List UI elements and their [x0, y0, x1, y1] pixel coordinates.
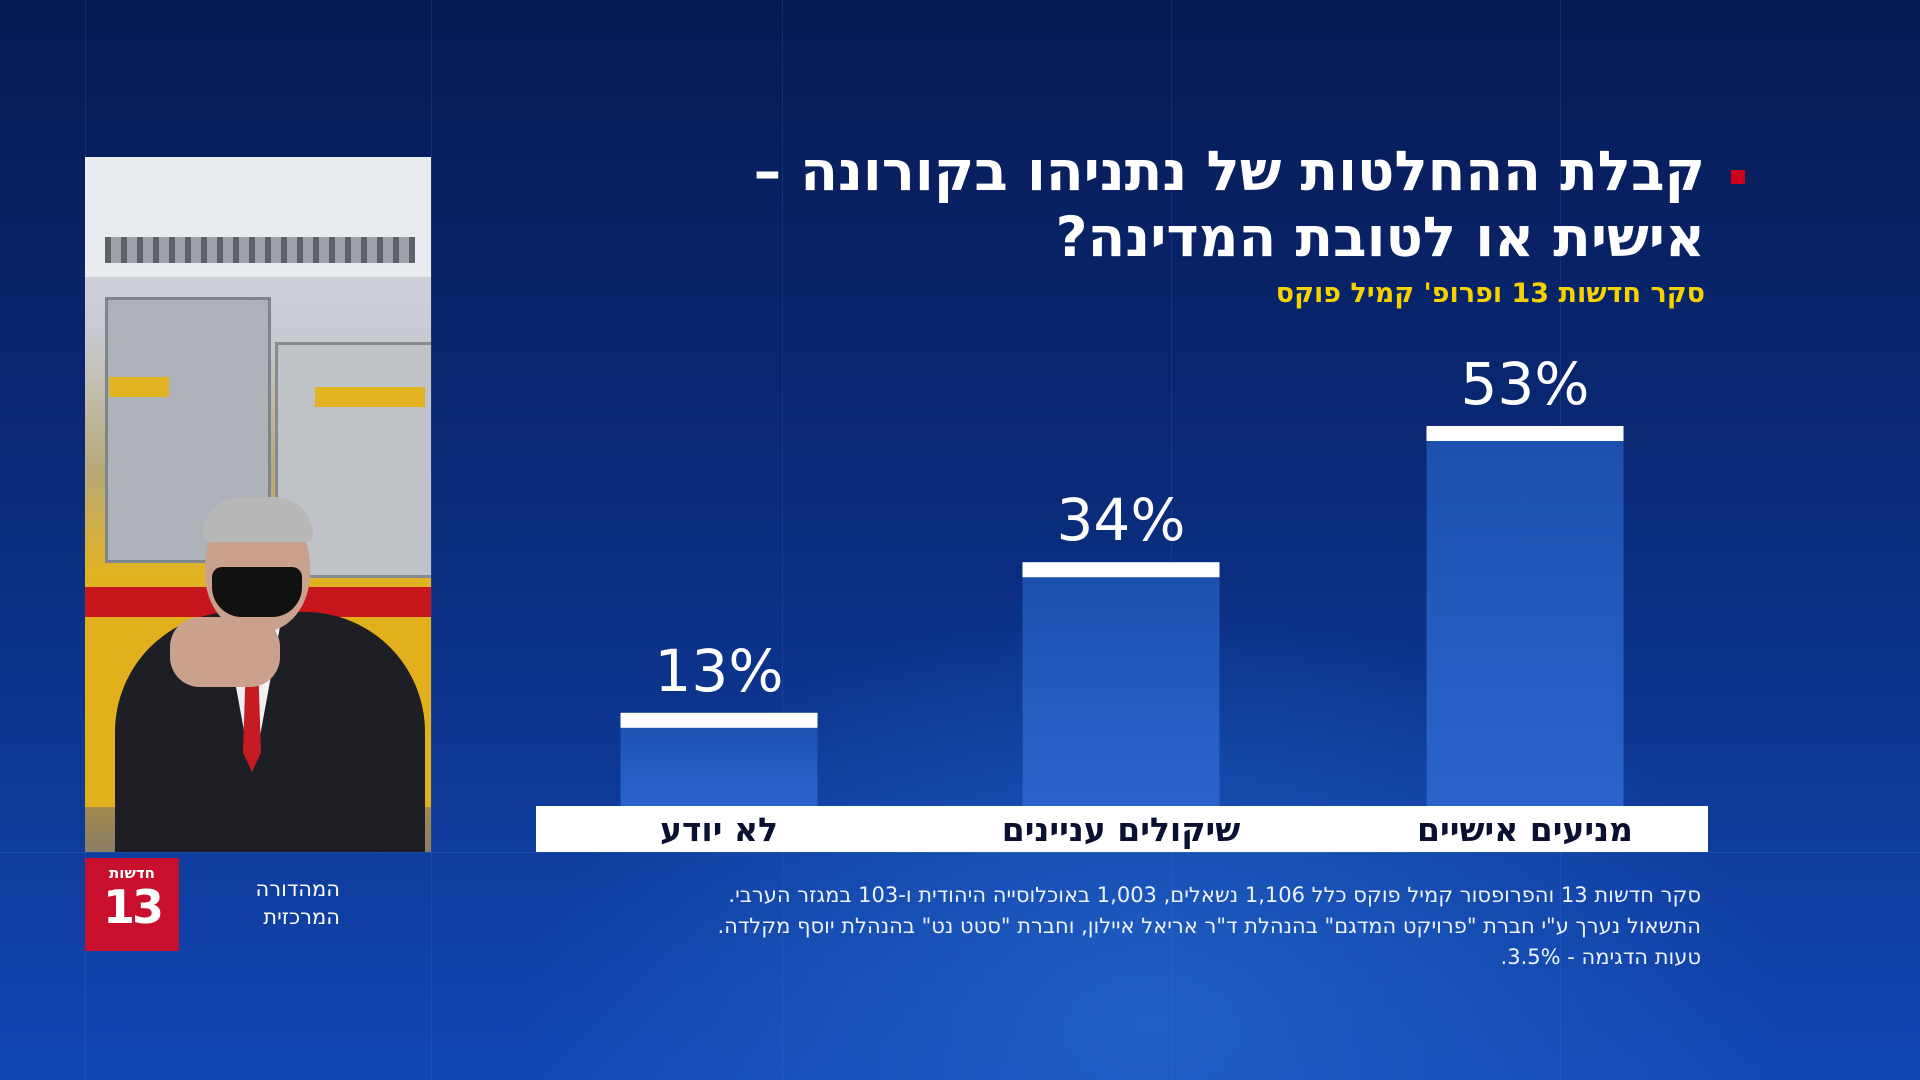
logo-word: חדשות [109, 864, 155, 882]
chart-subtitle: סקר חדשות 13 ופרופ' קמיל פוקס [1275, 278, 1705, 309]
edition-line-1: המהדורה [255, 877, 340, 901]
footnote-line-2: התשאול נערך ע"י חברת "פרויקט המדגם" בהנה… [717, 914, 1701, 938]
bar-cap-1 [1022, 562, 1220, 578]
category-strip [536, 806, 1708, 852]
logo-number: 13 [102, 880, 164, 934]
edition-line-2: המרכזית [263, 905, 340, 929]
edition-label: המהדורה המרכזית [200, 875, 340, 931]
chart-title-line-2: אישית או לטובת המדינה? [1055, 205, 1705, 269]
bg-grid-line [1171, 0, 1172, 1080]
chart-title: קבלת ההחלטות של נתניהו בקורונה – אישית א… [655, 138, 1705, 270]
category-label-1: שיקולים עניינים [1002, 810, 1241, 849]
bg-grid-line [782, 0, 783, 1080]
bar-cap-2 [620, 712, 818, 728]
survey-footnote: סקר חדשות 13 והפרופסור קמיל פוקס כלל 1,1… [601, 880, 1701, 973]
category-label-2: לא יודע [660, 810, 778, 849]
news-photo [85, 157, 431, 852]
bar-2 [620, 712, 818, 806]
bar-cap-0 [1426, 426, 1624, 441]
value-label-1: 34% [1057, 486, 1186, 554]
footnote-line-3: טעות הדגימה - 3.5%. [1500, 945, 1701, 969]
bar-1 [1022, 562, 1220, 806]
value-label-2: 13% [655, 637, 784, 705]
bg-grid-line [431, 0, 432, 1080]
channel-13-logo: חדשות 13 [85, 858, 179, 951]
footnote-line-1: סקר חדשות 13 והפרופסור קמיל פוקס כלל 1,1… [728, 883, 1701, 907]
bar-0 [1426, 426, 1624, 806]
bg-grid-line [0, 852, 1920, 853]
category-label-0: מניעים אישיים [1417, 810, 1633, 849]
value-label-0: 53% [1461, 350, 1590, 418]
title-marker [1731, 170, 1745, 184]
chart-title-line-1: קבלת ההחלטות של נתניהו בקורונה – [753, 139, 1705, 203]
